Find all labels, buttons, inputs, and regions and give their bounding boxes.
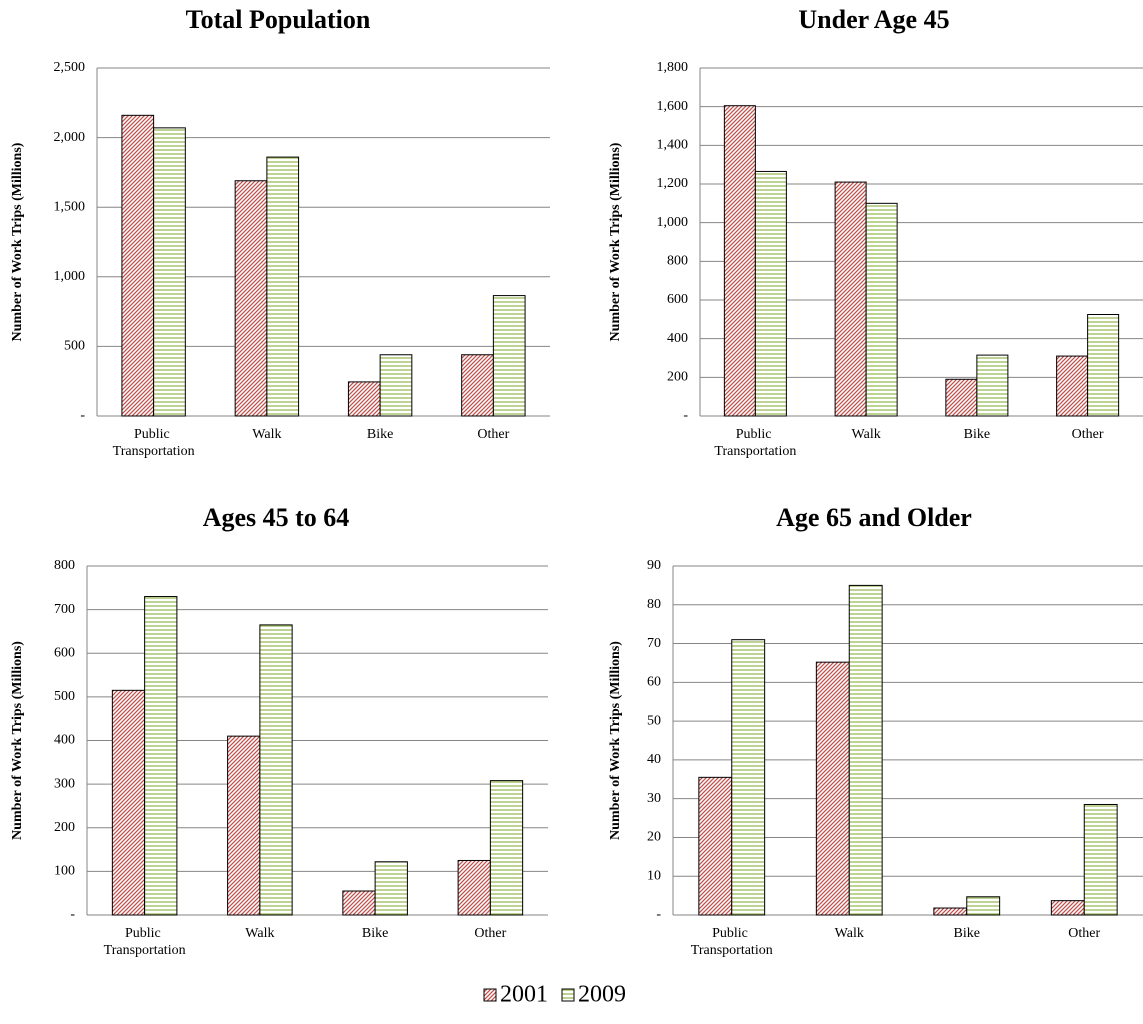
x-tick-label: Other (474, 926, 506, 941)
bar (834, 181, 867, 417)
bar (347, 381, 381, 417)
y-tick-label: 10 (647, 868, 661, 883)
y-tick-label: 1,000 (54, 269, 86, 284)
chart-title: Age 65 and Older (776, 503, 972, 532)
y-tick-label: 200 (54, 820, 75, 835)
chart-title: Under Age 45 (798, 5, 949, 34)
y-tick-label: 800 (667, 254, 688, 269)
y-tick-label: 70 (647, 636, 661, 651)
y-tick-label: 1,500 (54, 199, 86, 214)
x-tick-label: Other (477, 427, 509, 442)
y-tick-label: 2,000 (54, 130, 86, 145)
bar (945, 378, 978, 417)
bar (865, 202, 898, 417)
y-tick-label: 1,400 (657, 138, 689, 153)
bar (698, 776, 733, 916)
x-tick-label: Walk (245, 926, 274, 941)
bar (1087, 314, 1120, 417)
y-tick-label: 500 (54, 689, 75, 704)
bar (461, 354, 494, 417)
bar (489, 780, 524, 916)
y-tick-label: 1,600 (657, 99, 689, 114)
y-tick-label: 50 (647, 713, 661, 728)
y-tick-label: 1,800 (657, 60, 689, 75)
bar (492, 295, 526, 417)
y-axis-label: Number of Work Trips (Millions) (10, 641, 25, 840)
y-tick-label: 300 (54, 776, 75, 791)
bar (731, 639, 766, 916)
bar (342, 890, 376, 916)
y-tick-label: 200 (667, 370, 688, 385)
bar (153, 127, 186, 417)
y-tick-label: 1,000 (657, 215, 689, 230)
chart-title: Total Population (186, 5, 371, 34)
x-tick-label: Bike (964, 427, 990, 442)
y-tick-label: 90 (647, 558, 661, 573)
legend-swatch (483, 988, 497, 1002)
y-axis-label: Number of Work Trips (Millions) (10, 142, 25, 341)
legend-label: 2001 (500, 982, 548, 1008)
y-tick-label: 800 (54, 558, 75, 573)
bar (754, 170, 787, 417)
y-tick-label: 40 (647, 752, 661, 767)
y-axis-label: Number of Work Trips (Millions) (608, 142, 623, 341)
x-tick-label: Other (1072, 427, 1104, 442)
y-tick-label: - (656, 907, 661, 922)
y-tick-label: 2,500 (54, 60, 86, 75)
y-tick-label: 1,200 (657, 176, 689, 191)
legend-swatch (561, 988, 575, 1002)
x-tick-label: Public Transportation (113, 427, 195, 459)
y-tick-label: 30 (647, 791, 661, 806)
bar (848, 584, 883, 916)
legend-label: 2009 (578, 982, 626, 1008)
bar (1083, 803, 1118, 916)
bar (457, 859, 491, 916)
bar (976, 354, 1009, 417)
bar (266, 156, 300, 417)
x-tick-label: Bike (362, 926, 388, 941)
x-tick-label: Public Transportation (104, 926, 186, 958)
y-axis-label: Number of Work Trips (Millions) (608, 641, 623, 840)
x-tick-label: Other (1068, 926, 1100, 941)
x-tick-label: Walk (835, 926, 864, 941)
y-tick-label: - (80, 408, 85, 423)
y-tick-label: 400 (54, 733, 75, 748)
y-tick-label: 100 (54, 864, 75, 879)
bar (121, 114, 155, 417)
y-tick-label: 400 (667, 331, 688, 346)
bar (1050, 900, 1085, 916)
x-tick-label: Bike (367, 427, 393, 442)
y-tick-label: 20 (647, 830, 661, 845)
bar (379, 354, 413, 417)
x-tick-label: Public Transportation (714, 427, 796, 459)
bar (966, 896, 1001, 916)
y-tick-label: - (70, 907, 75, 922)
bar (144, 596, 178, 916)
bar (933, 907, 968, 916)
y-tick-label: - (683, 408, 688, 423)
bar (227, 735, 261, 916)
bar (374, 861, 408, 916)
y-tick-label: 600 (667, 292, 688, 307)
x-tick-label: Public Transportation (691, 926, 773, 958)
chart-title: Ages 45 to 64 (203, 503, 350, 532)
y-tick-label: 600 (54, 645, 75, 660)
bar (723, 105, 756, 417)
x-tick-label: Walk (852, 427, 881, 442)
bar (259, 624, 293, 916)
x-tick-label: Bike (954, 926, 980, 941)
y-tick-label: 60 (647, 675, 661, 690)
bar (1056, 355, 1089, 417)
y-tick-label: 500 (64, 339, 85, 354)
y-tick-label: 80 (647, 597, 661, 612)
bar (815, 661, 850, 916)
x-tick-label: Walk (252, 427, 281, 442)
bar (234, 180, 268, 417)
y-tick-label: 700 (54, 602, 75, 617)
bar (111, 689, 146, 916)
